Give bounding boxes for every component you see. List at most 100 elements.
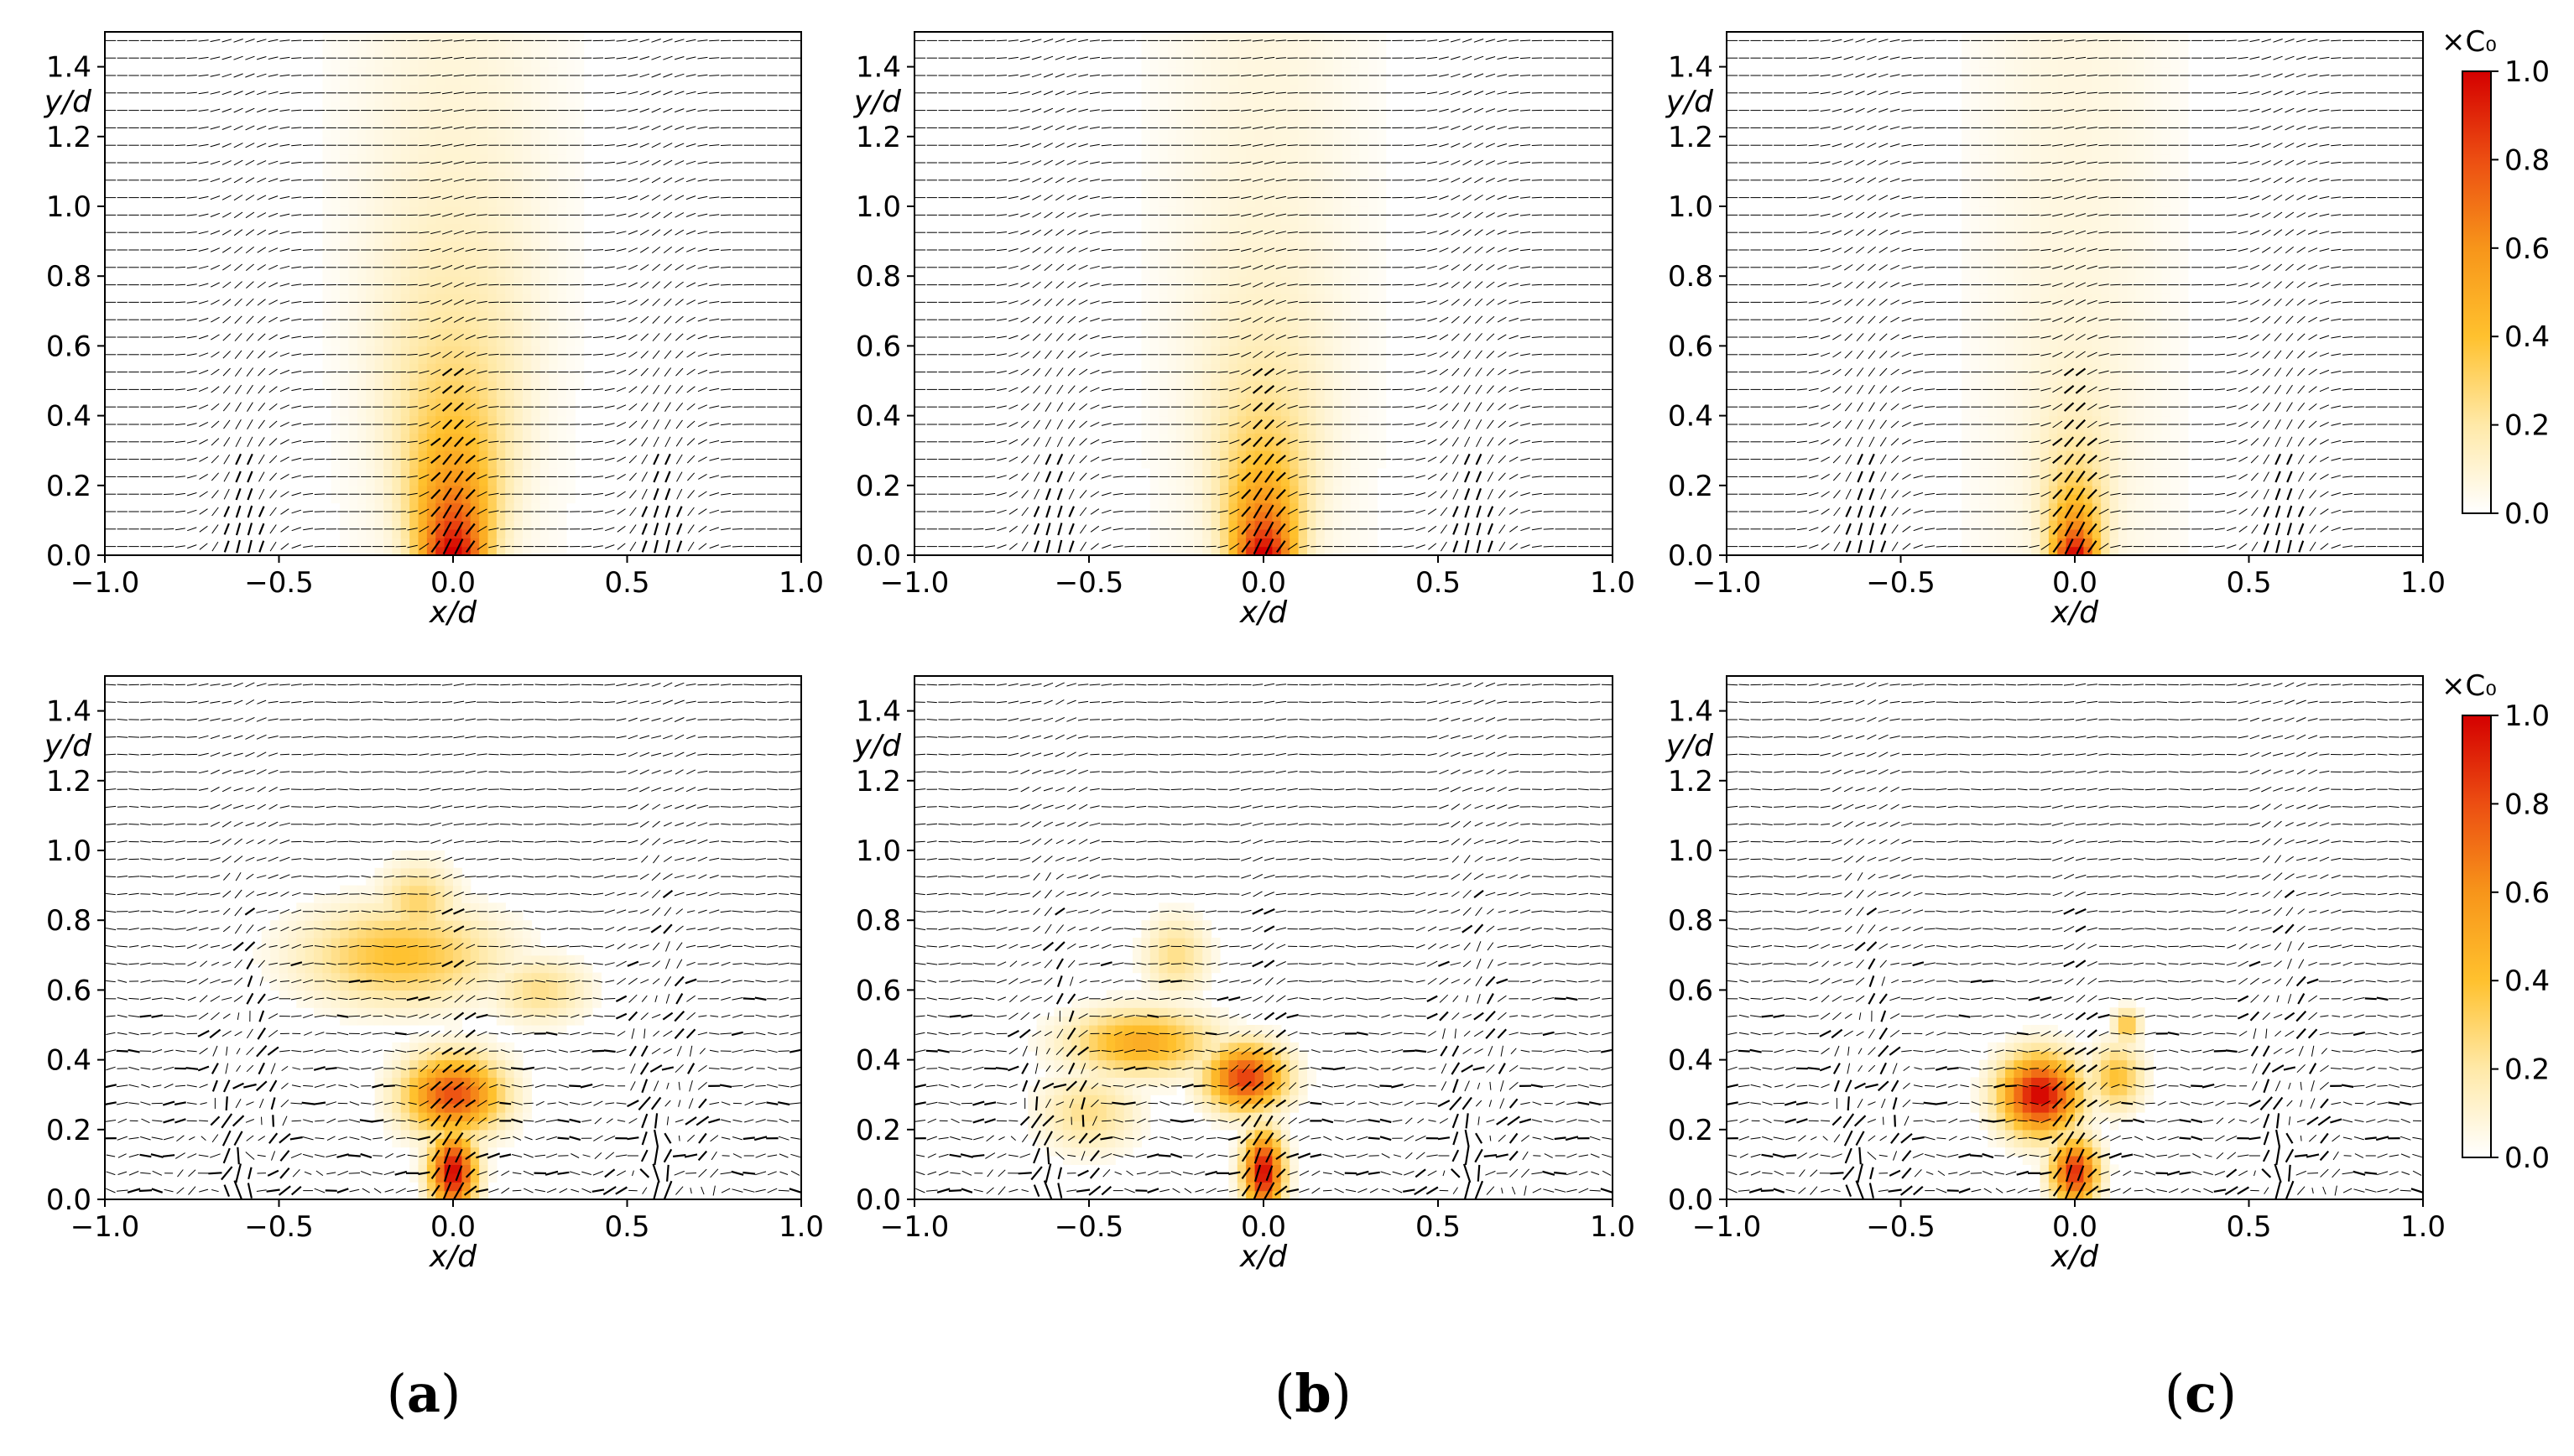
velocity-arrow [395,528,406,530]
concentration-cell [1316,258,1326,268]
concentration-cell [426,520,436,530]
concentration-cell [340,502,350,512]
x-axis-label: x/d [429,595,477,630]
concentration-cell [357,328,367,338]
concentration-cell [461,276,472,286]
concentration-cell [523,372,532,382]
concentration-cell [1176,433,1185,443]
concentration-cell [1272,441,1282,451]
concentration-cell [1167,546,1177,555]
concentration-cell [470,258,480,268]
concentration-cell [383,75,393,85]
concentration-cell [523,250,532,259]
velocity-arrow [488,283,499,286]
velocity-arrow [257,160,267,165]
velocity-arrow [592,249,604,251]
concentration-cell [1307,485,1316,495]
concentration-cell [1149,441,1159,451]
velocity-arrow [245,263,254,271]
concentration-cell [1141,241,1151,251]
concentration-cell [366,407,376,417]
concentration-cell [1228,232,1238,242]
velocity-arrow [639,108,649,113]
concentration-cell [1202,250,1212,259]
concentration-cell [1149,232,1159,242]
concentration-cell [383,407,393,417]
concentration-cell [1237,267,1247,277]
concentration-cell [1220,171,1229,181]
velocity-arrow [302,301,314,304]
concentration-cell [418,354,428,364]
velocity-arrow [709,475,720,479]
concentration-cell [1254,215,1264,225]
concentration-cell [487,476,498,486]
concentration-cell [1193,276,1203,286]
concentration-cell [1316,153,1326,164]
concentration-cell [513,424,524,434]
concentration-cell [1141,232,1151,242]
velocity-arrow [686,299,696,305]
concentration-cell [531,433,541,443]
concentration-cell [505,502,515,512]
velocity-arrow [453,436,464,448]
concentration-cell [470,450,480,460]
concentration-cell [1211,49,1221,59]
concentration-cell [331,284,341,294]
concentration-cell [549,92,559,102]
velocity-arrow [233,177,243,184]
concentration-cell [340,476,350,486]
concentration-cell [340,32,350,41]
velocity-arrow [453,126,465,129]
velocity-arrow [465,161,476,164]
velocity-arrow [604,492,615,497]
concentration-cell [549,441,559,451]
concentration-cell [1280,441,1290,451]
velocity-arrow [652,350,660,360]
velocity-arrow [686,403,696,411]
concentration-cell [1193,284,1203,294]
velocity-arrow [291,318,302,321]
concentration-cell [1324,179,1334,190]
concentration-cell [565,241,576,251]
concentration-cell [435,441,446,451]
concentration-cell [1149,294,1159,303]
velocity-arrow [616,179,627,182]
concentration-cell [1185,179,1195,190]
velocity-arrow [221,247,232,253]
velocity-arrow [279,231,290,235]
concentration-cell [1228,145,1238,155]
concentration-cell [348,459,358,469]
velocity-arrow [314,476,326,478]
concentration-cell [1211,310,1221,320]
concentration-cell [575,127,585,138]
concentration-cell [1237,381,1247,390]
y-tick-label: 1.4 [46,51,91,85]
concentration-cell [496,354,506,364]
velocity-arrow [465,437,476,446]
concentration-cell [348,276,358,286]
concentration-cell [479,512,489,521]
concentration-cell [461,119,472,128]
concentration-cell [1307,179,1316,190]
concentration-cell [426,136,436,146]
concentration-cell [1342,346,1352,356]
concentration-cell [557,433,567,443]
concentration-cell [322,372,332,382]
concentration-cell [549,284,559,294]
concentration-cell [409,346,419,356]
concentration-cell [1342,171,1352,181]
concentration-cell [418,546,428,555]
concentration-cell [1316,302,1326,312]
velocity-arrow [211,334,220,341]
concentration-cell [1176,276,1185,286]
concentration-cell [1228,58,1238,68]
velocity-arrow [279,179,290,182]
concentration-cell [392,189,402,199]
concentration-cell [383,267,393,277]
concentration-cell [383,206,393,216]
concentration-cell [1307,415,1316,425]
concentration-cell [1202,302,1212,312]
concentration-cell [1290,267,1300,277]
concentration-cell [523,215,532,225]
velocity-arrow [407,492,418,496]
